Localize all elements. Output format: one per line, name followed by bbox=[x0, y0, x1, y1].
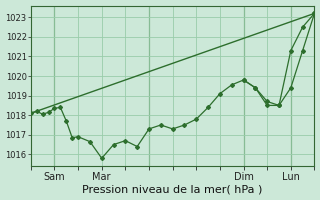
X-axis label: Pression niveau de la mer( hPa ): Pression niveau de la mer( hPa ) bbox=[83, 184, 263, 194]
